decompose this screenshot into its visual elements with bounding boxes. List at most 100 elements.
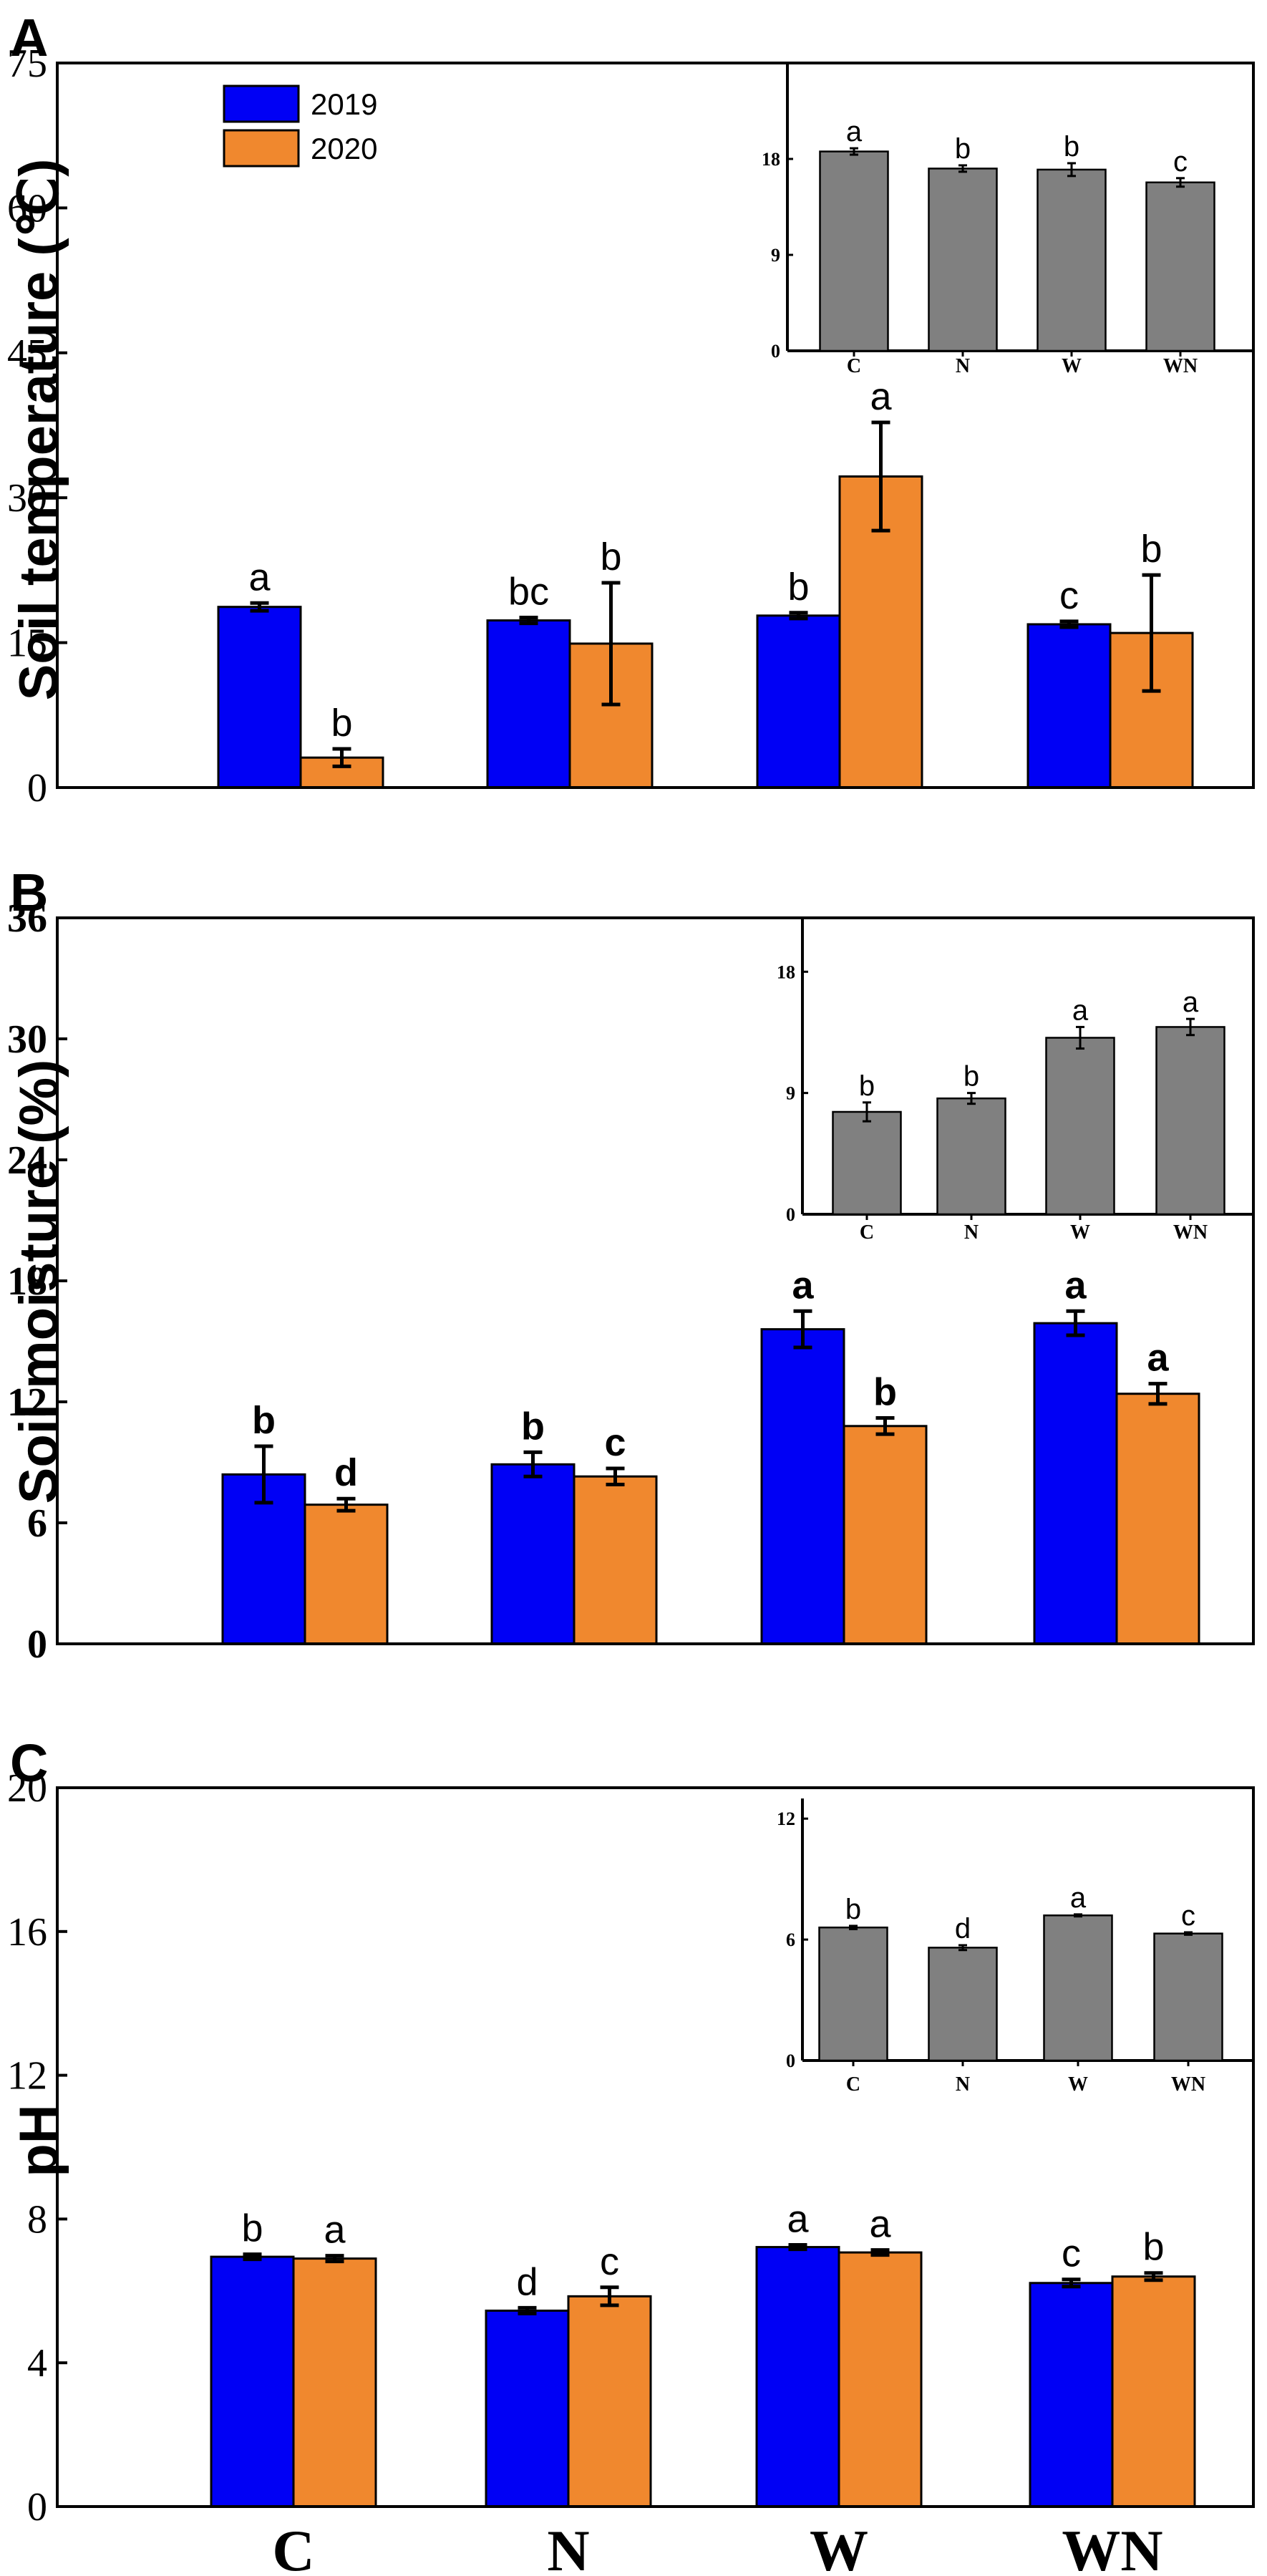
significance-letter: b [1140,528,1162,571]
inset-significance-letter: b [845,1894,861,1925]
error-bar [1062,2277,1081,2289]
inset-y-tick-label: 9 [771,245,780,266]
y-tick-label: 30 [7,476,47,520]
error-bar [600,2285,619,2308]
panel-letter: A [10,8,48,67]
error-bar [601,581,621,707]
inset-significance-letter: b [859,1070,875,1102]
plot-frame [56,62,1255,789]
inset-significance-letter: b [963,1061,979,1093]
category-label-C: C [272,2518,314,2576]
panel-C: CpH 0 4 8 12 16 20 b d a c a c a b 0 6 12 b Cd Na Wc WN [7,1733,1255,2529]
y-tick-label: 8 [27,2197,47,2242]
error-bar [518,2305,537,2315]
significance-letter: a [870,375,892,418]
error-bar [1148,1382,1168,1406]
significance-letter: c [1062,2232,1081,2275]
error-bar [519,616,538,626]
significance-letter: a [324,2209,346,2252]
bar-2020-N [573,1475,658,1645]
inset-bar-N [928,1947,998,2062]
bar-2019-W [760,1328,845,1645]
inset-category-label: WN [1163,355,1198,377]
inset-y-tick-label: 9 [786,1083,795,1104]
inset-significance-letter: d [955,1913,971,1945]
inset-y-tick-label: 6 [786,1929,795,1950]
inset-y-tick-label: 18 [777,962,795,982]
y-tick-label: 16 [7,1910,47,1955]
legend-label-2019: 2019 [311,87,377,121]
inset-significance-letter: c [1173,146,1188,178]
significance-letter: c [604,1421,626,1464]
error-bar [793,1309,812,1350]
plot-frame [56,1786,1255,2508]
bar-2019-W [756,614,841,789]
significance-letter: a [792,1264,814,1307]
significance-letter: a [1064,1264,1087,1307]
legend-label-2020: 2020 [311,132,377,165]
significance-letter: b [873,1371,897,1414]
category-label-WN: WN [1062,2518,1162,2576]
significance-letter: a [1147,1337,1169,1380]
inset-error-bar [1184,1931,1193,1936]
y-tick-label: 15 [7,621,47,666]
inset-bar-W [1043,1914,1113,2062]
bar-2019-N [486,619,571,789]
inset-error-bar [1067,162,1076,178]
y-tick-label: 36 [7,896,47,941]
y-tick-label: 12 [7,2054,47,2098]
inset-category-label: N [956,2073,970,2096]
significance-letter: c [600,2240,619,2283]
inset-category-label: N [956,355,970,377]
inset-error-bar [850,147,858,156]
error-bar [243,2252,262,2262]
inset-significance-letter: a [846,116,863,147]
inset-bar-N [928,168,998,352]
inset-error-bar [1076,1025,1084,1050]
bar-2020-WN [1115,1393,1200,1645]
inset-error-bar [863,1101,871,1123]
bar-2020-N [567,2295,652,2508]
error-bar [1142,573,1161,693]
inset-error-bar [1176,177,1185,188]
y-tick-label: 4 [27,2341,47,2386]
error-bar [789,611,808,621]
inset-error-bar [967,1092,976,1105]
inset-error-bar [958,1944,967,1952]
y-tick-label: 0 [27,766,47,810]
inset-chart: 0 6 12 b Cd Na Wc WN [777,1798,1253,2096]
significance-letter: bc [508,571,549,614]
bar-2019-N [485,2309,570,2508]
inset-chart: 0 9 18 a Cb Nb Wc WN [762,63,1253,377]
bar-2019-WN [1029,2282,1114,2508]
x-axis-categories: C N W WN [272,2518,1162,2576]
y-tick-label: 75 [7,42,47,86]
inset-category-label: WN [1173,1221,1208,1244]
inset-significance-letter: a [1070,1882,1087,1914]
error-bar [1066,1309,1085,1337]
error-bar [332,747,351,768]
y-tick-label: 30 [7,1017,47,1062]
legend-swatch-2019 [223,84,300,123]
bar-2020-C [292,2257,377,2508]
y-tick-label: 60 [7,186,47,231]
inset-significance-letter: b [955,133,971,165]
error-bar [788,2243,807,2252]
inset-significance-letter: a [1072,994,1089,1026]
bar-2020-W [838,2251,923,2508]
inset-bar-C [832,1110,902,1216]
bar-2019-N [490,1463,576,1645]
inset-category-label: N [964,1221,979,1244]
error-bar [606,1466,625,1486]
inset-y-tick-label: 0 [771,341,780,362]
significance-letter: b [600,536,621,578]
y-axis-label: Soil temperature (℃) [9,159,69,701]
error-bar [1144,2271,1163,2282]
inset-category-label: W [1068,2073,1088,2096]
inset-bar-C [818,1926,888,2062]
inset-significance-letter: a [1183,987,1199,1018]
inset-category-label: W [1062,355,1082,377]
